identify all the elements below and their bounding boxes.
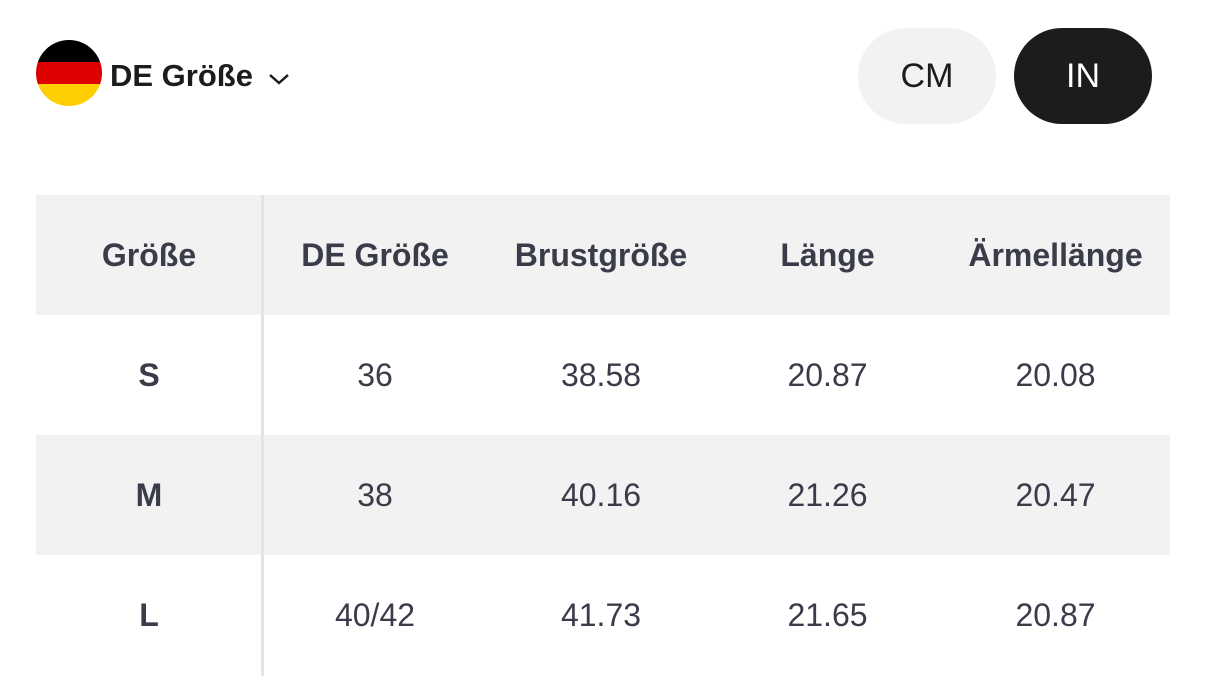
value-cell: 20.87 [787,356,868,393]
chevron-icon [268,74,289,85]
value-cell: 38.58 [560,356,642,393]
value-cell: 21.26 [787,476,868,513]
table-row: M 38 40.16 21.26 20.47 [36,435,1170,555]
region-label: DE Größe [110,58,253,93]
column-header: Länge [780,236,875,273]
value-cell: 20.08 [1015,356,1096,393]
size-cell: S [138,356,160,393]
value-cell: 20.47 [1015,476,1096,513]
region-selector[interactable]: DE Größe [110,56,290,96]
value-cell: 21.65 [787,596,868,633]
flag-icon [36,40,102,106]
value-cell: 41.73 [560,596,642,633]
value-cell: 38 [357,476,393,513]
value-cell: 40.16 [560,476,642,513]
size-cell: L [139,596,159,633]
column-header: Brustgröße [514,236,688,273]
column-header: Ärmellänge [968,236,1143,273]
table-row: L 40/42 41.73 21.65 20.87 [36,555,1170,675]
value-cell: 20.87 [1015,596,1096,633]
header-row: Größe DE Größe Brustgröße Länge Ärmellänge [36,195,1170,315]
column-header: Größe [101,236,197,273]
unit-button[interactable]: IN [1014,28,1152,124]
table-row: S 36 38.58 20.87 20.08 [36,315,1170,435]
value-cell: 40/42 [334,596,416,633]
unit-button[interactable]: CM [858,28,996,124]
size-table: Größe DE Größe Brustgröße Länge Ärmellänge S 3… [36,195,1170,675]
column-divider [261,195,264,676]
size-cell: M [135,476,163,513]
value-cell: 36 [357,356,393,393]
column-header: DE Größe [301,236,449,273]
